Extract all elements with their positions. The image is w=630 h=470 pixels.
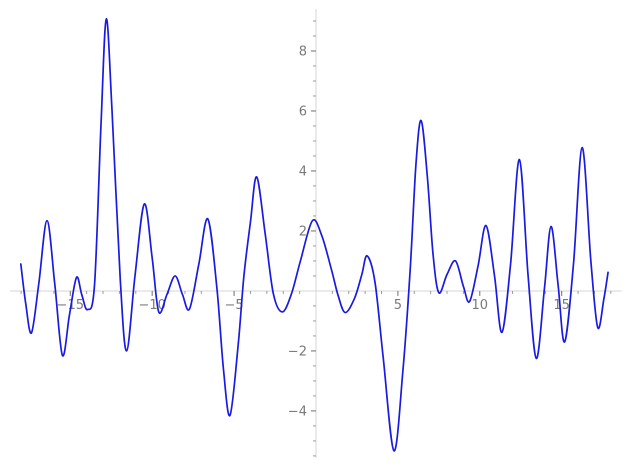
curve-layer [19, 18, 609, 452]
y-tick-label: 4 [299, 164, 307, 179]
x-tick-label: 5 [394, 298, 402, 313]
y-tick-label: −4 [288, 404, 307, 419]
function-curve [19, 18, 609, 452]
axes-layer [9, 8, 622, 458]
y-tick-label: 8 [299, 44, 307, 59]
y-tick-label: 6 [299, 104, 307, 119]
x-tick-label: 10 [472, 298, 489, 313]
x-tick-label: 15 [553, 298, 570, 313]
y-tick-label: −2 [288, 344, 307, 359]
x-tick-label: −10 [138, 298, 165, 313]
x-tick-label: −5 [224, 298, 243, 313]
y-tick-label: 2 [299, 224, 307, 239]
